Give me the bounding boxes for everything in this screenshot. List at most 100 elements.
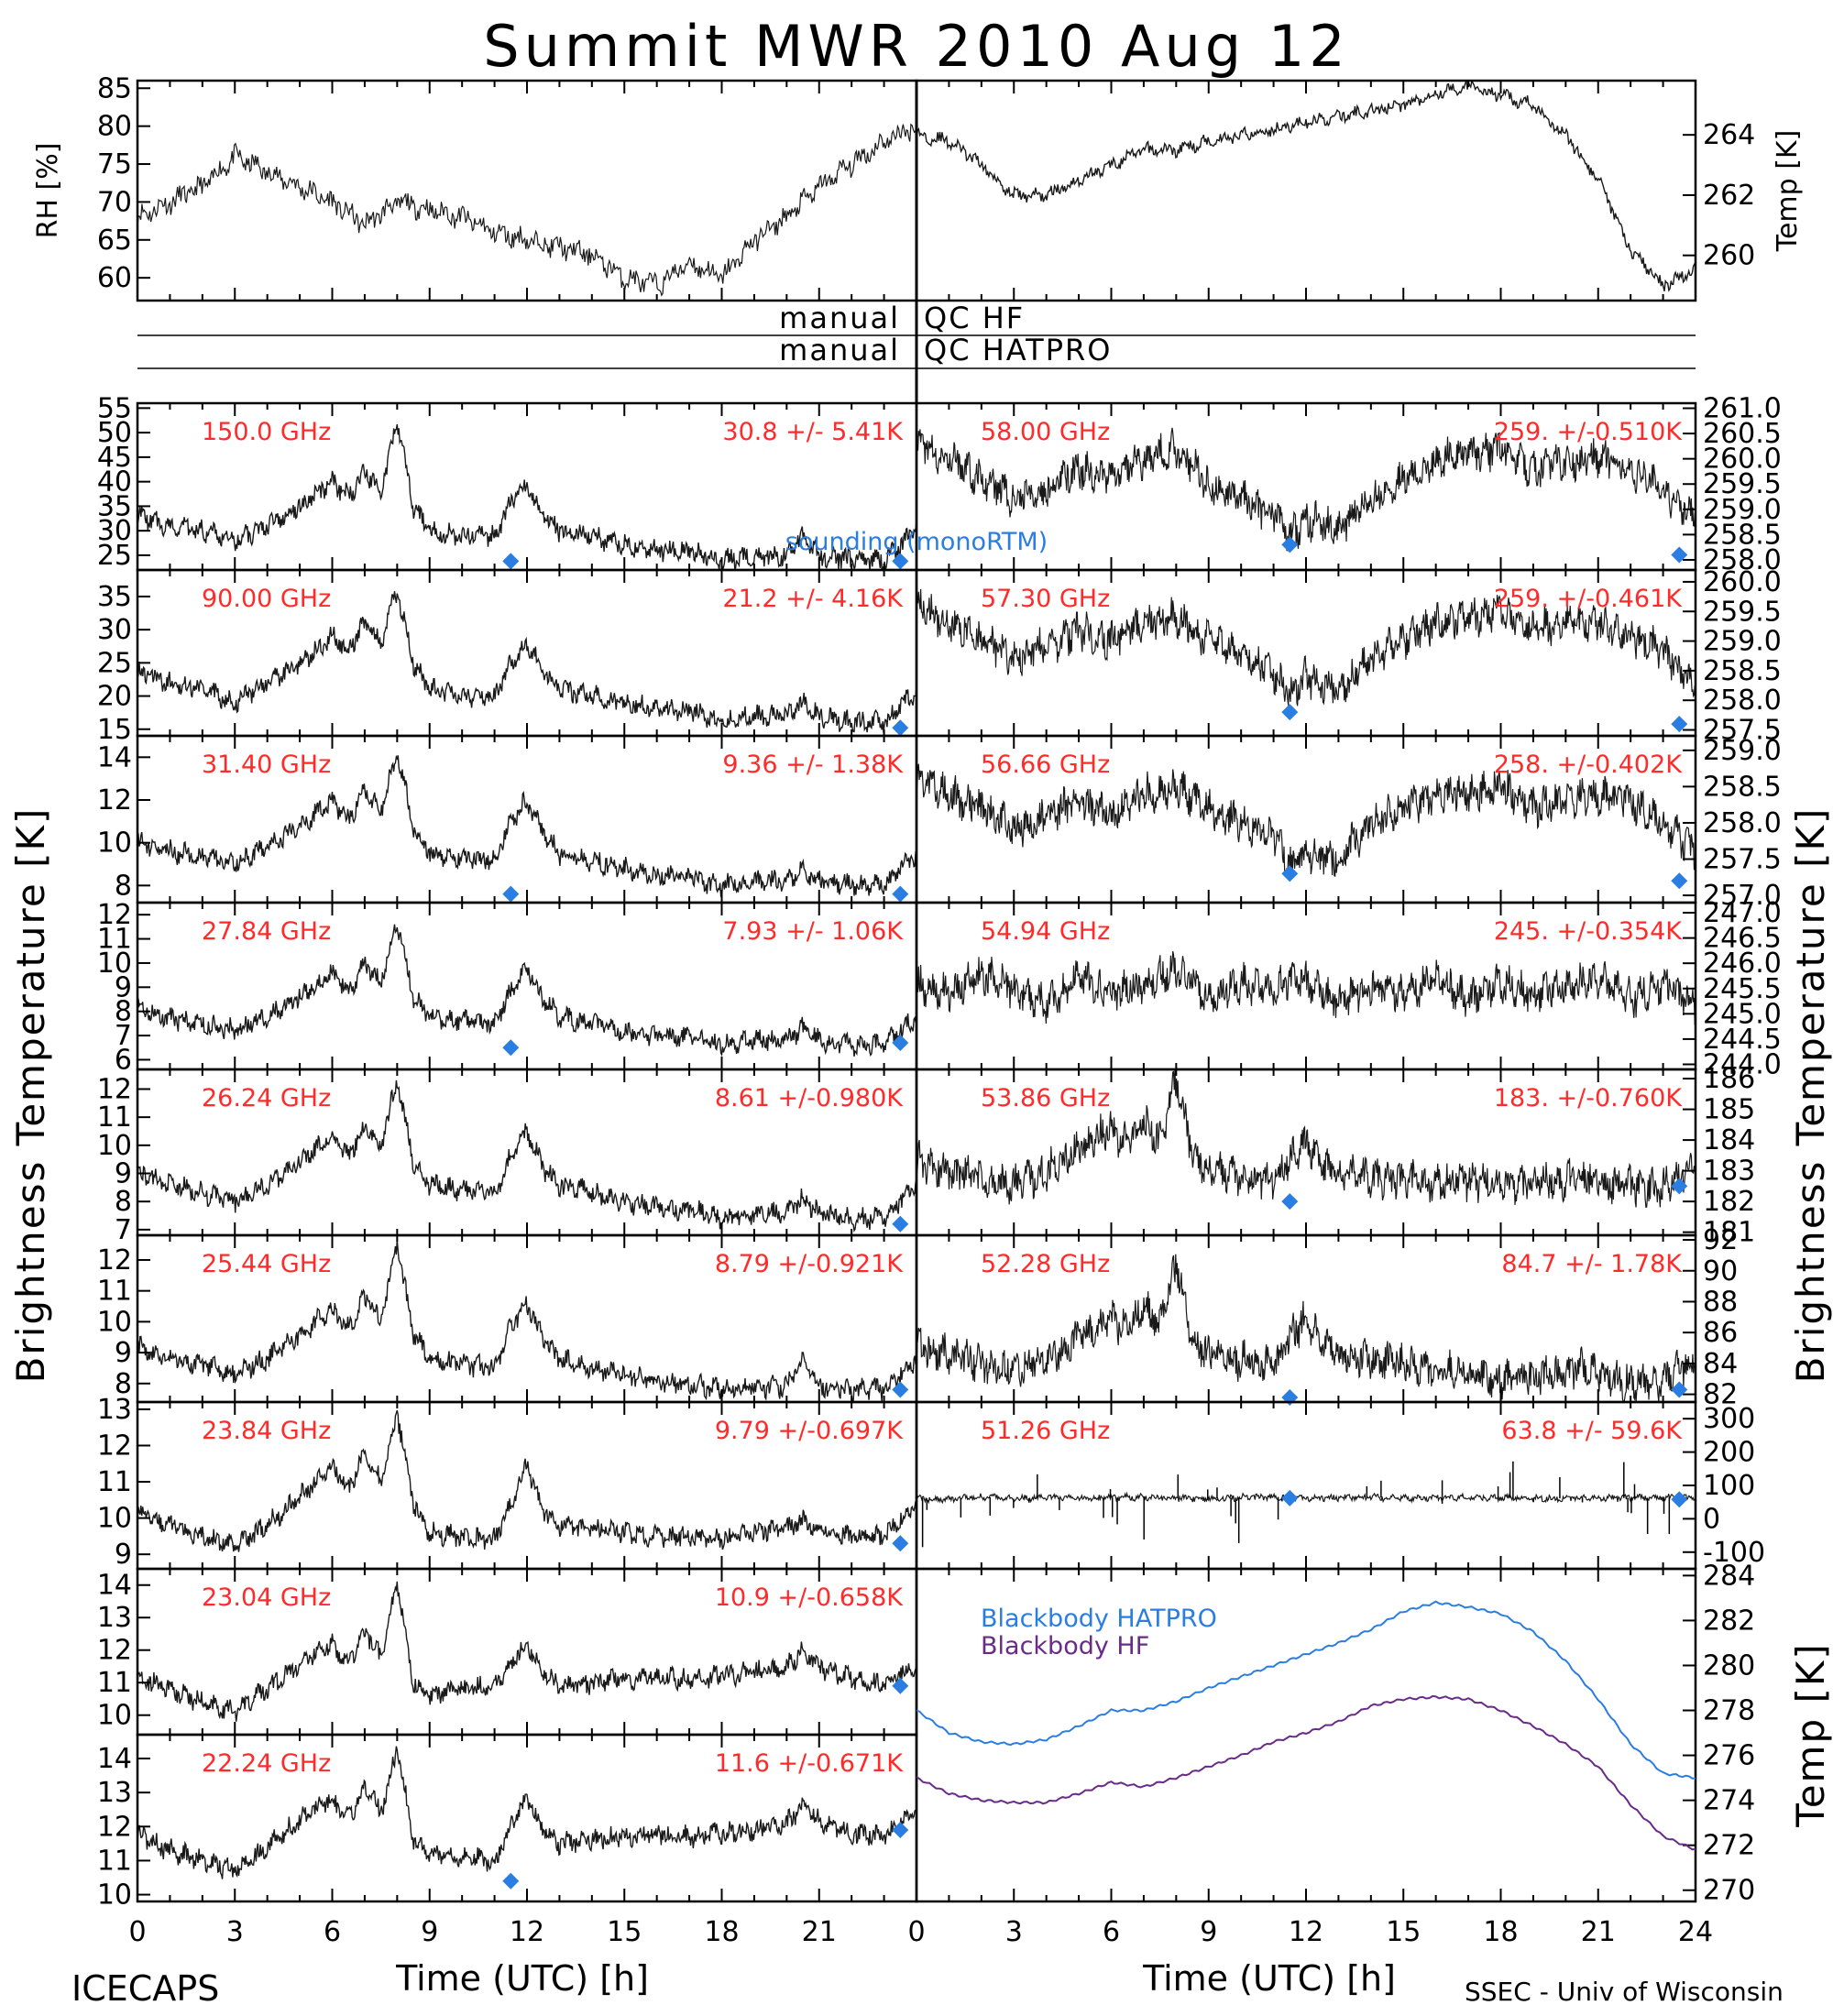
rh-ylabel: RH [%] xyxy=(32,143,64,239)
frequency-label: 51.26 GHz xyxy=(981,1417,1110,1445)
y-tick-label: 183 xyxy=(1703,1156,1755,1188)
x-tick-label-left: 15 xyxy=(607,1916,642,1948)
y-tick-label: 8 xyxy=(115,1186,132,1218)
frequency-label: 56.66 GHz xyxy=(981,751,1110,779)
frequency-label: 22.24 GHz xyxy=(202,1749,331,1778)
y-tick-label: 258.5 xyxy=(1703,655,1782,687)
trace xyxy=(137,1746,917,1879)
sounding-marker xyxy=(892,1822,909,1838)
y-tick-label: 0 xyxy=(1703,1503,1720,1535)
x-tick-label-right: 6 xyxy=(1103,1916,1120,1948)
y-tick-label: 35 xyxy=(97,581,132,613)
x-tick-label-left: 3 xyxy=(226,1916,244,1948)
sounding-marker xyxy=(1281,865,1299,882)
trace xyxy=(916,950,1696,1025)
y-tick-label: 14 xyxy=(97,741,132,773)
y-tick-label: 7 xyxy=(115,1020,132,1052)
stat-label: 84.7 +/- 1.78K xyxy=(1501,1250,1683,1278)
y-tick-label: 282 xyxy=(1703,1605,1755,1637)
sounding-marker xyxy=(892,719,909,737)
trace xyxy=(916,427,1696,552)
y-tick-label: 258.5 xyxy=(1703,519,1782,551)
stat-label: 9.36 +/- 1.38K xyxy=(722,751,904,779)
stat-label: 8.61 +/-0.980K xyxy=(715,1084,904,1112)
y-tick-label: 9 xyxy=(115,971,132,1003)
stat-label: 10.9 +/-0.658K xyxy=(715,1583,904,1612)
footer-right: SSEC - Univ of Wisconsin xyxy=(1465,1977,1784,2007)
y-tick-label: 8 xyxy=(115,1368,132,1400)
x-tick-label-left: 0 xyxy=(128,1916,146,1948)
y-tick-label: 246.5 xyxy=(1703,923,1782,955)
y-tick-label: 10 xyxy=(97,1306,132,1338)
y-tick-label: 257.5 xyxy=(1703,844,1782,876)
sounding-marker xyxy=(892,553,909,570)
y-tick-label: 12 xyxy=(97,1430,132,1462)
sounding-marker xyxy=(892,885,909,903)
y-tick-label: 80 xyxy=(97,111,132,143)
y-tick-label: 244.0 xyxy=(1703,1048,1782,1080)
sounding-marker xyxy=(502,1872,520,1890)
y-tick-label: 65 xyxy=(97,225,132,257)
sounding-marker xyxy=(502,885,520,903)
y-tick-label: 11 xyxy=(97,1667,132,1699)
y-tick-label: 45 xyxy=(97,442,132,474)
y-tick-label: 10 xyxy=(97,1700,132,1732)
y-tick-label: 264 xyxy=(1703,119,1755,151)
y-tick-label: 260.0 xyxy=(1703,566,1782,598)
y-tick-label: 25 xyxy=(97,540,132,572)
x-tick-label-right: 15 xyxy=(1386,1916,1421,1948)
panel-56.66: 257.0 257.5 258.0 258.5 259.0 56.66 GHz 258. +… xyxy=(915,734,1782,912)
sounding-marker xyxy=(892,1381,909,1398)
y-tick-label: 12 xyxy=(97,1811,132,1843)
x-tick-label-left: 6 xyxy=(324,1916,341,1948)
y-tick-label: 90 xyxy=(1703,1255,1738,1287)
y-tick-label: 284 xyxy=(1703,1560,1755,1592)
y-tick-label: 262 xyxy=(1703,180,1755,212)
y-tick-label: 257.5 xyxy=(1703,715,1782,747)
trace xyxy=(916,588,1696,707)
qc-hatpro-right: QC HATPRO xyxy=(924,333,1112,367)
y-tick-label: 60 xyxy=(97,262,132,294)
stat-label: 9.79 +/-0.697K xyxy=(715,1417,904,1445)
y-tick-label: 184 xyxy=(1703,1124,1755,1156)
y-tick-label: 258.0 xyxy=(1703,685,1782,717)
sounding-marker xyxy=(1671,716,1688,733)
y-tick-label: 75 xyxy=(97,148,132,181)
frequency-label: 150.0 GHz xyxy=(202,418,331,446)
y-tick-label: 88 xyxy=(1703,1286,1738,1318)
y-tick-label: 181 xyxy=(1703,1217,1755,1249)
y-tick-label: 245.5 xyxy=(1703,973,1782,1005)
y-tick-label: 259.5 xyxy=(1703,468,1782,500)
y-tick-label: 257.0 xyxy=(1703,880,1782,912)
y-tick-label: 270 xyxy=(1703,1875,1755,1907)
x-tick-label-left: 18 xyxy=(704,1916,739,1948)
x-tick-label-right: 18 xyxy=(1483,1916,1518,1948)
x-tick-label-right: 21 xyxy=(1581,1916,1616,1948)
blackbody-ylabel: Temp [K] xyxy=(1788,1642,1833,1828)
stat-label: 8.79 +/-0.921K xyxy=(715,1250,904,1278)
y-tick-label: 259.5 xyxy=(1703,596,1782,628)
y-tick-label: 8 xyxy=(115,996,132,1028)
x-tick-label-left: 9 xyxy=(421,1916,438,1948)
y-tick-label: 9 xyxy=(115,1158,132,1190)
y-tick-label: 12 xyxy=(97,1635,132,1667)
stat-label: 21.2 +/- 4.16K xyxy=(722,585,904,613)
sounding-marker xyxy=(892,1535,909,1552)
trace xyxy=(137,1581,917,1722)
y-tick-label: 300 xyxy=(1703,1403,1755,1435)
y-tick-label: 246.0 xyxy=(1703,948,1782,980)
y-tick-label: 30 xyxy=(97,614,132,646)
sounding-legend: sounding (monoRTM) xyxy=(785,528,1048,556)
y-tick-label: 10 xyxy=(97,1503,132,1535)
y-tick-label: 70 xyxy=(97,186,132,218)
panel-frame xyxy=(136,79,918,302)
frequency-label: 31.40 GHz xyxy=(202,751,331,779)
trace xyxy=(137,423,917,571)
panel-temp: 260 262 264 Temp [K] xyxy=(915,79,1804,302)
y-tick-label: 10 xyxy=(97,1130,132,1162)
y-tick-label: 258.0 xyxy=(1703,544,1782,576)
